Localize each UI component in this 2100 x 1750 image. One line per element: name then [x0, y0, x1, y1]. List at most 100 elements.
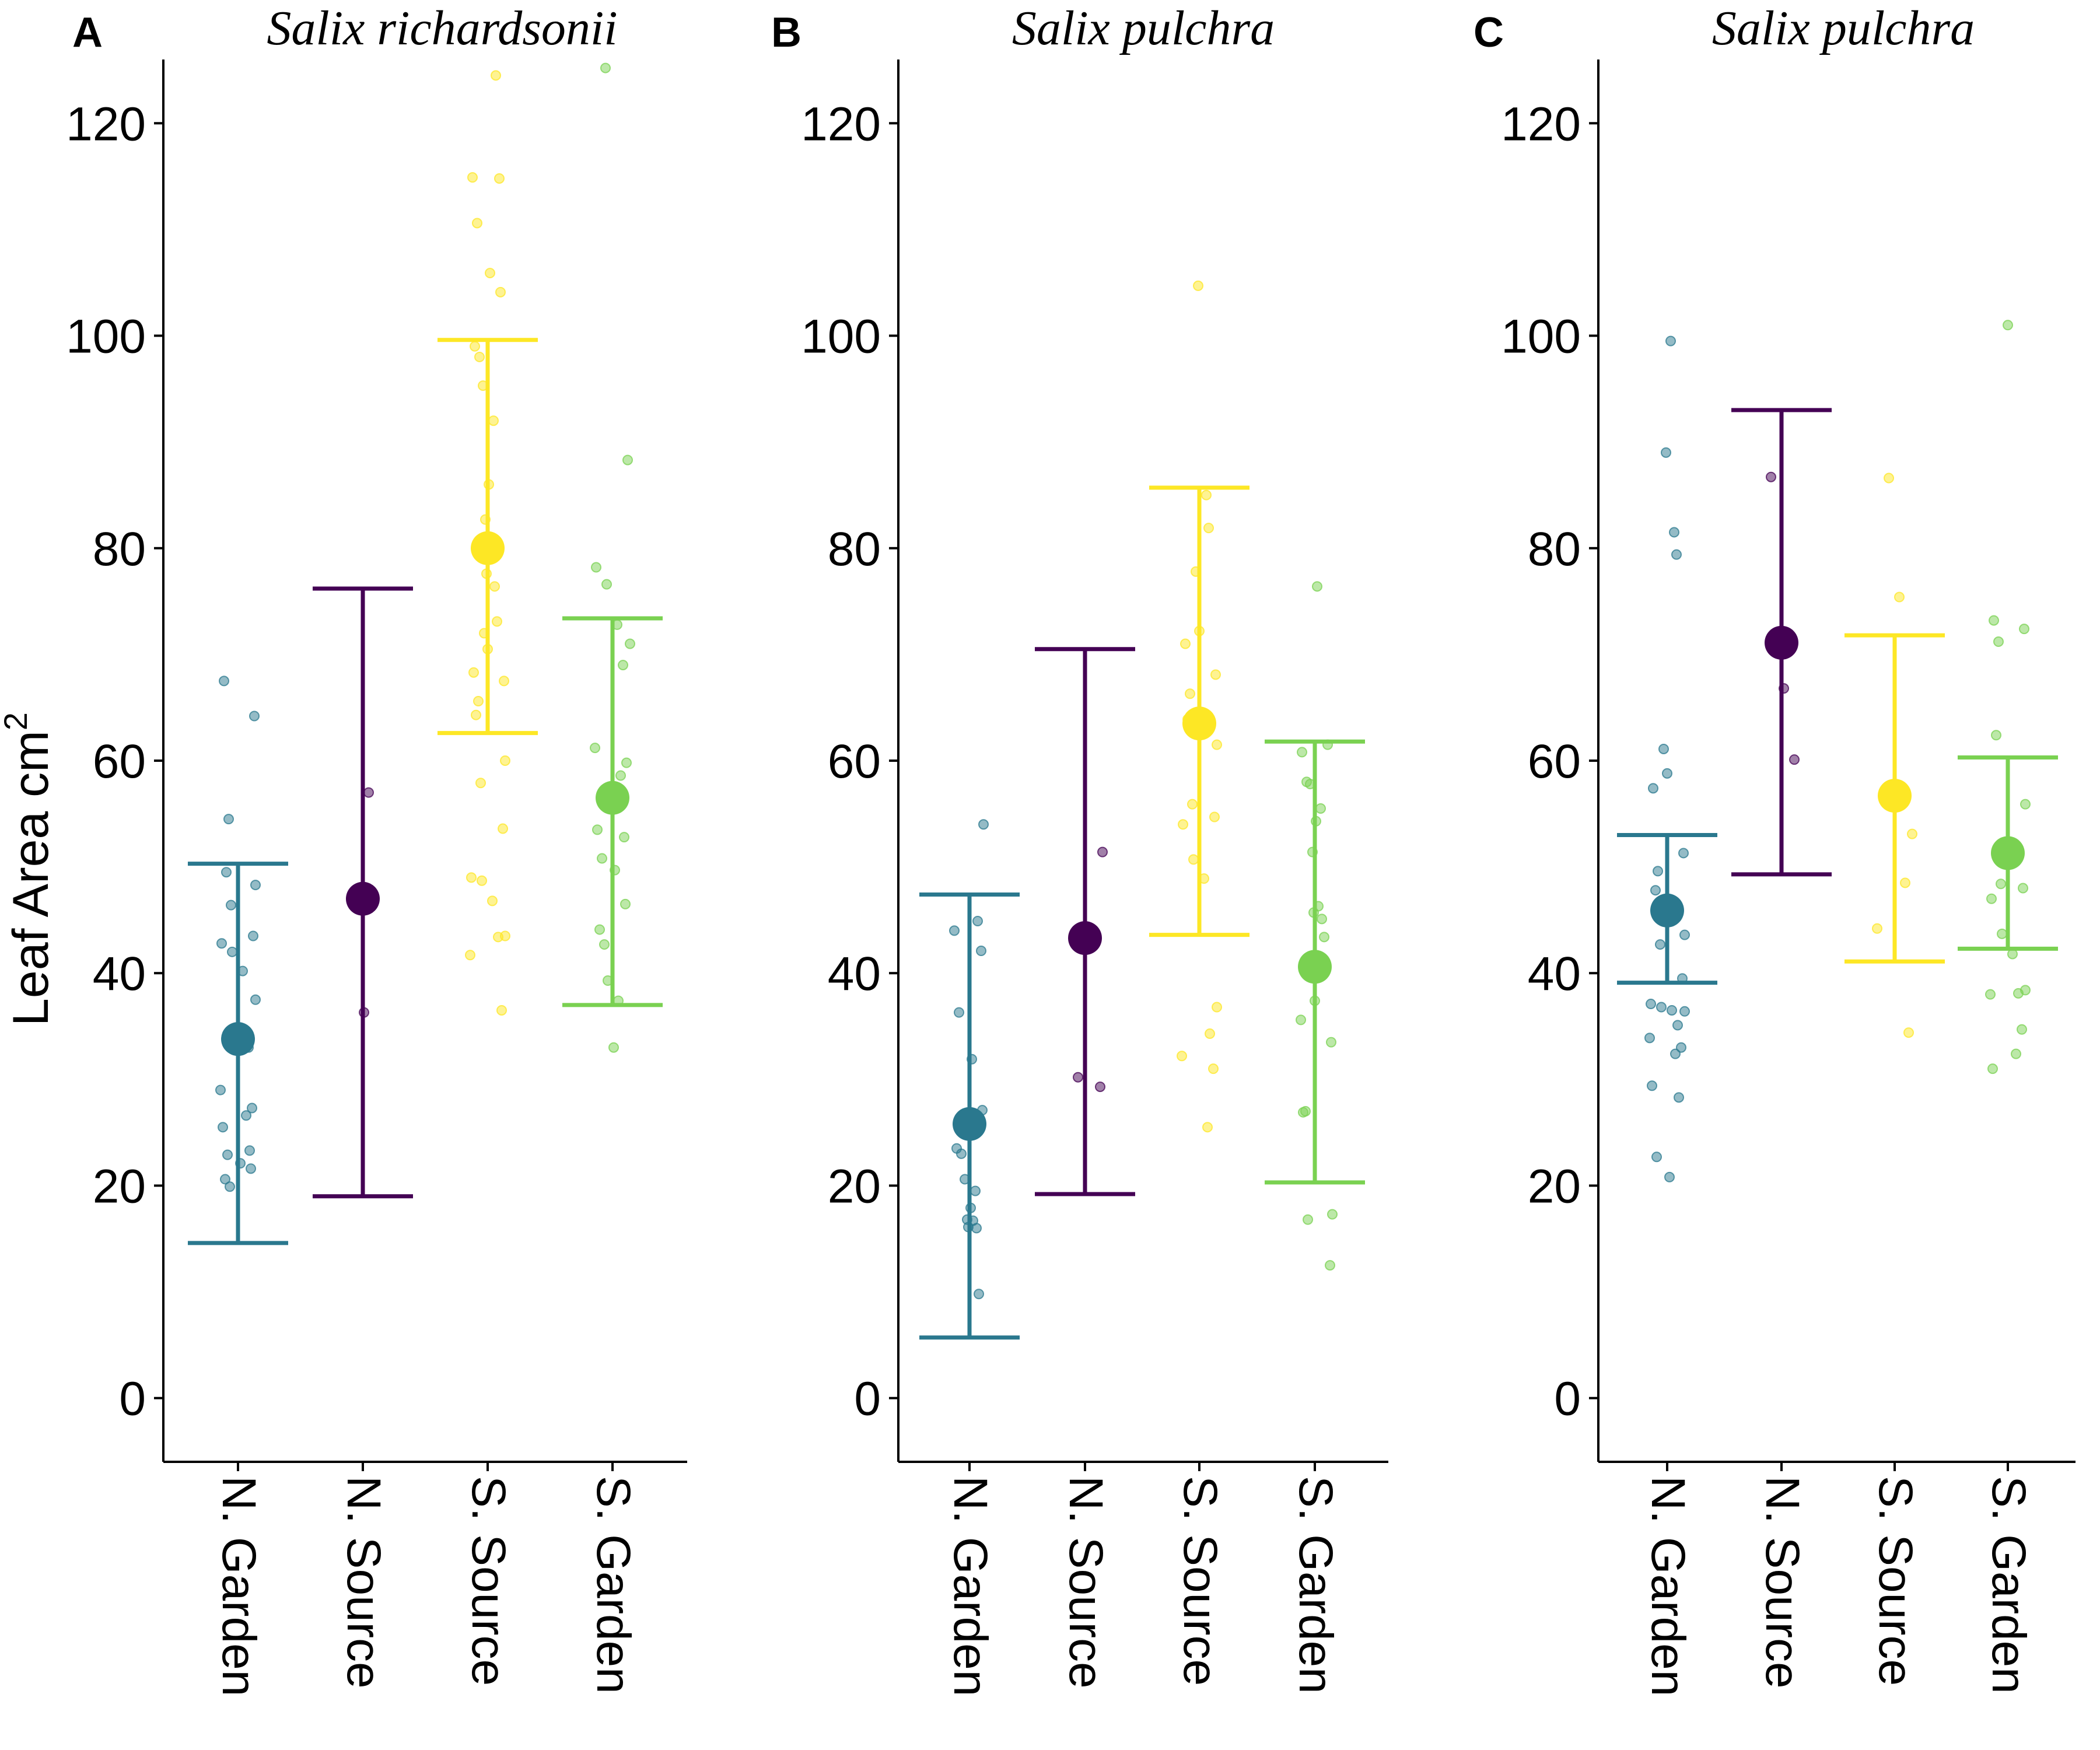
data-point [1319, 932, 1329, 943]
x-tick-label: S. Source [462, 1476, 515, 1686]
data-point [1679, 929, 1690, 940]
data-point [1312, 581, 1322, 592]
y-tick-label: 0 [119, 1373, 146, 1426]
data-point [465, 950, 475, 961]
data-point [608, 1042, 619, 1053]
y-tick-label: 20 [1528, 1160, 1581, 1213]
data-point [495, 286, 506, 298]
data-point [949, 925, 960, 936]
x-tick-label: N. Garden [212, 1476, 265, 1696]
data-point [498, 823, 508, 834]
y-tick-label: 100 [801, 310, 881, 363]
data-point [219, 676, 229, 687]
data-point [1209, 811, 1220, 822]
data-point [2018, 883, 2028, 894]
y-tick-label: 120 [66, 97, 146, 150]
x-tick-label: S. Garden [1289, 1476, 1342, 1694]
mean-point [953, 1107, 986, 1141]
x-tick-label: N. Garden [1642, 1476, 1695, 1696]
chart-panel-a: A Salix richardsonii 0 20 40 60 80 100 120 N. Gar… [66, 1, 687, 1696]
data-point [1208, 1063, 1219, 1074]
y-tick-label: 0 [854, 1373, 881, 1426]
y-axis-title: Leaf Area cm2 [0, 712, 59, 1026]
data-point [622, 454, 633, 466]
data-point [597, 853, 607, 864]
data-point [615, 770, 626, 781]
data-point [467, 172, 478, 183]
data-point [2007, 949, 2018, 960]
data-point [250, 994, 261, 1005]
data-point [591, 562, 601, 573]
data-point [621, 757, 632, 768]
data-point [241, 1110, 251, 1121]
x-tick-label: S. Garden [587, 1476, 640, 1694]
data-point [1315, 803, 1326, 814]
mean-point [1650, 893, 1684, 928]
x-tick-label: S. Source [1869, 1476, 1922, 1686]
data-point [956, 1148, 967, 1159]
data-point [954, 1007, 964, 1018]
data-point [220, 1174, 230, 1185]
data-point [225, 1181, 235, 1192]
data-point [1884, 473, 1894, 484]
data-point [592, 824, 603, 835]
data-point [1650, 885, 1661, 896]
data-point [1202, 1122, 1213, 1133]
data-point [1212, 739, 1222, 750]
y-tick-label: 40 [1528, 947, 1581, 1000]
data-point [1993, 636, 2004, 648]
data-point [1317, 914, 1327, 925]
data-point [491, 70, 501, 81]
y-tick-label: 60 [93, 735, 146, 788]
x-tick-label: N. Source [337, 1476, 390, 1689]
data-point [247, 1102, 257, 1114]
data-point [1658, 743, 1669, 754]
data-point [475, 778, 486, 789]
data-point [1656, 1002, 1667, 1013]
data-point [1651, 1152, 1662, 1163]
data-point [594, 924, 605, 935]
data-point [1907, 828, 1917, 839]
y-tick-label: 20 [828, 1160, 881, 1213]
data-point [2020, 799, 2031, 810]
y-tick-label: 120 [801, 97, 881, 150]
data-point [1177, 1051, 1187, 1062]
mean-point [1991, 836, 2025, 870]
data-point [1647, 1080, 1657, 1091]
data-point [496, 1005, 507, 1016]
data-point [1653, 866, 1663, 877]
data-point [215, 1084, 226, 1096]
x-tick-label: N. Source [1059, 1476, 1112, 1689]
data-point [1097, 846, 1108, 858]
y-tick-label: 120 [1501, 97, 1581, 150]
data-point [590, 743, 600, 754]
x-tick-label: N. Source [1756, 1476, 1809, 1689]
data-point [1648, 783, 1658, 794]
data-point [222, 1149, 233, 1160]
data-point [618, 660, 628, 671]
data-point [1646, 999, 1656, 1010]
data-point [1662, 768, 1672, 779]
data-point [226, 900, 236, 911]
data-point [620, 898, 631, 909]
data-point [1073, 1072, 1083, 1083]
data-point [1661, 447, 1671, 458]
panel-title: Salix pulchra [1712, 1, 1975, 55]
data-point [250, 880, 261, 891]
data-point [1326, 1037, 1336, 1048]
mean-point [346, 881, 380, 916]
chart-panel-b: B Salix pulchra 0 20 40 60 80 100 120 N. Garden N.… [771, 1, 1388, 1696]
y-tick-label: 100 [66, 310, 146, 363]
data-point [1185, 688, 1195, 699]
data-point [619, 832, 629, 843]
data-point [1996, 878, 2006, 890]
data-point [1205, 1028, 1215, 1040]
data-point [1997, 928, 2007, 939]
data-point [477, 875, 487, 886]
data-point [1678, 848, 1689, 859]
y-tick-label: 20 [93, 1160, 146, 1213]
svg-text:Leaf Area cm2: Leaf Area cm2 [0, 712, 59, 1026]
panel-letter: B [771, 9, 802, 56]
data-point [2011, 1048, 2021, 1059]
